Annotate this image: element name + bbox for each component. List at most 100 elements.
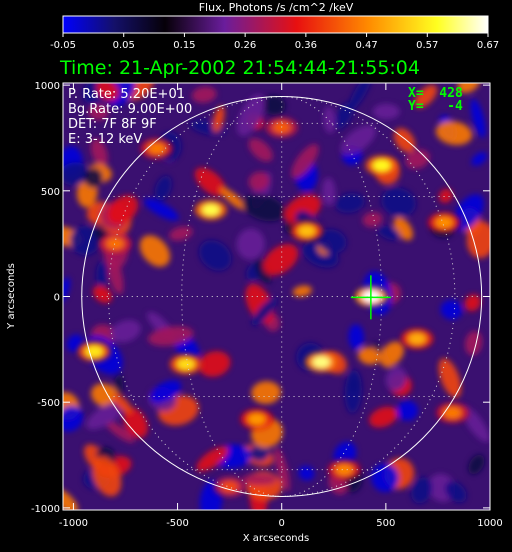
colorbar-tick: 0.36 bbox=[295, 33, 317, 51]
hot-spot bbox=[220, 480, 239, 493]
flux-blob bbox=[348, 83, 372, 111]
cursor-crosshair bbox=[350, 275, 391, 320]
hot-spot bbox=[312, 356, 331, 369]
hot-spot bbox=[201, 203, 220, 216]
flux-blob bbox=[371, 463, 399, 492]
flux-blob bbox=[414, 84, 438, 108]
flux-blob bbox=[88, 104, 109, 121]
flux-blob bbox=[212, 105, 225, 133]
flux-blob bbox=[96, 83, 119, 102]
colorbar bbox=[62, 15, 489, 34]
flux-blob bbox=[385, 366, 407, 392]
y-tick-label: -500 bbox=[37, 398, 60, 409]
flux-blob bbox=[461, 405, 490, 443]
hot-spot bbox=[147, 142, 166, 155]
x-tick: 500 bbox=[376, 83, 395, 529]
flux-blob bbox=[372, 103, 400, 120]
hot-spot bbox=[297, 224, 316, 237]
x-tick: -1000 bbox=[59, 83, 88, 529]
flux-blob bbox=[219, 187, 247, 210]
hot-spot bbox=[372, 159, 391, 172]
flux-blob bbox=[444, 481, 467, 503]
flux-blob bbox=[123, 407, 148, 439]
flux-blob bbox=[92, 285, 113, 304]
x-tick-label: -1000 bbox=[59, 518, 88, 529]
flux-blob bbox=[90, 138, 108, 167]
flux-blob bbox=[249, 443, 270, 462]
flux-blob bbox=[139, 235, 171, 267]
cursor-y-readout: Y= -4 bbox=[408, 99, 463, 114]
flux-blob bbox=[369, 406, 398, 428]
x-tick-label: 500 bbox=[376, 518, 395, 529]
flux-blob bbox=[379, 341, 405, 367]
y-axis: -1000 -500 0 500 1000 bbox=[31, 81, 490, 515]
flux-blob bbox=[344, 369, 362, 414]
flux-blob bbox=[236, 228, 265, 260]
flux-blob bbox=[107, 195, 139, 225]
cursor-x-readout: X= 428 bbox=[408, 86, 463, 101]
colorbar-tick: 0.57 bbox=[416, 33, 438, 51]
colorbar-tick: -0.05 bbox=[50, 33, 76, 51]
x-tick: -500 bbox=[166, 83, 189, 529]
energy-label: E: 3-12 keV bbox=[68, 132, 142, 147]
plot-area bbox=[63, 83, 490, 510]
flux-blob bbox=[440, 299, 463, 320]
colorbar-tick-label: 0.26 bbox=[234, 40, 256, 51]
flux-blob bbox=[143, 198, 179, 221]
flux-blob bbox=[340, 125, 376, 155]
x-tick-label: -500 bbox=[166, 518, 189, 529]
flux-blob bbox=[196, 446, 229, 472]
flux-blob bbox=[362, 211, 383, 228]
flux-blob bbox=[63, 405, 84, 432]
flux-blob bbox=[110, 319, 141, 343]
y-tick-label: 0 bbox=[54, 293, 60, 304]
colorbar-tick-label: 0.36 bbox=[295, 40, 317, 51]
flux-blob bbox=[466, 221, 490, 259]
flux-blob bbox=[191, 86, 217, 103]
flux-blob bbox=[333, 102, 354, 130]
flux-blob bbox=[149, 380, 182, 403]
flux-blob bbox=[468, 454, 485, 475]
colorbar-tick: 0.15 bbox=[173, 33, 196, 51]
colorbar-tick: 0.26 bbox=[234, 33, 256, 51]
x-tick: 0 bbox=[279, 83, 285, 529]
y-tick-label: -1000 bbox=[31, 504, 60, 515]
flux-blob bbox=[255, 259, 272, 284]
flux-blob bbox=[438, 188, 453, 203]
y-tick: 500 bbox=[41, 187, 490, 198]
p-rate-label: P. Rate: 5.20E+01 bbox=[68, 87, 185, 102]
flux-blob bbox=[241, 473, 277, 486]
colorbar-title: Flux, Photons /s /cm^2 /keV bbox=[199, 1, 354, 14]
flux-blob bbox=[105, 420, 135, 443]
flux-blob bbox=[335, 193, 365, 213]
hot-spot bbox=[435, 216, 454, 229]
flux-blob bbox=[405, 149, 430, 169]
flux-blob bbox=[452, 194, 484, 232]
flux-blob bbox=[154, 175, 172, 201]
longitude-line bbox=[281, 96, 383, 497]
flux-blob bbox=[435, 121, 473, 146]
y-tick-label: 500 bbox=[41, 187, 60, 198]
colorbar-ticks: -0.05 0.05 0.15 0.26 0.36 0.47 0.57 0.67 bbox=[50, 33, 499, 51]
flux-blob bbox=[194, 167, 226, 197]
colorbar-tick-label: 0.57 bbox=[416, 40, 438, 51]
flux-blob bbox=[248, 138, 273, 162]
flux-blob bbox=[86, 401, 125, 430]
time-label: Time: 21-Apr-2002 21:54:44-21:55:04 bbox=[59, 57, 420, 79]
flux-blob bbox=[251, 297, 277, 326]
x-tick-label: 1000 bbox=[477, 518, 502, 529]
flux-blob bbox=[92, 456, 122, 497]
colorbar-tick-label: 0.15 bbox=[173, 40, 195, 51]
flux-blob bbox=[322, 177, 336, 206]
hot-spot bbox=[176, 358, 195, 371]
colorbar-tick: 0.05 bbox=[113, 33, 135, 51]
flux-blob bbox=[63, 162, 89, 186]
flux-blob bbox=[323, 106, 336, 134]
flux-blob bbox=[263, 244, 299, 276]
flux-blob bbox=[348, 324, 364, 350]
colorbar-tick-label: 0.05 bbox=[113, 40, 135, 51]
flux-blob bbox=[438, 358, 462, 398]
flux-blob bbox=[471, 152, 487, 166]
hot-spot bbox=[408, 332, 427, 345]
hot-spot bbox=[443, 406, 462, 419]
